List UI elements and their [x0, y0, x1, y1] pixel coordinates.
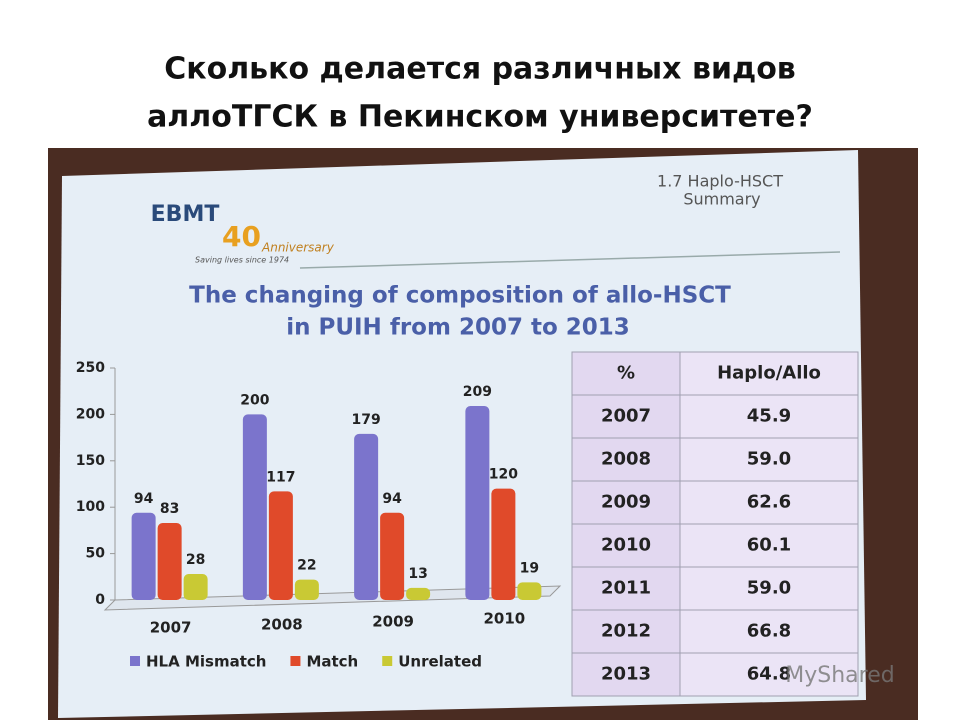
data-label: 117 [266, 469, 295, 485]
table-text: 2011 [601, 578, 651, 599]
x-tick-label: 2007 [150, 619, 192, 637]
data-label: 13 [408, 566, 427, 582]
table-text: 60.1 [747, 535, 791, 556]
bar [406, 587, 431, 600]
data-label: 22 [297, 558, 316, 574]
chart-title: in PUIH from 2007 to 2013 [286, 315, 630, 341]
bar [380, 512, 405, 600]
table-text: 59.0 [747, 449, 791, 470]
table-cell [571, 652, 681, 697]
legend-label: HLA Mismatch [146, 653, 266, 671]
table-cell [679, 523, 859, 568]
tagline: Saving lives since 1974 [195, 256, 289, 265]
table-cell [679, 652, 859, 697]
table-cell [571, 609, 681, 654]
data-label: 200 [240, 392, 269, 408]
table-text: 64.8 [747, 664, 791, 685]
bar [268, 491, 293, 600]
table-cell [679, 566, 859, 611]
chart: 0 50 100 150 200 250 2007 94 83 28 2008 200 117 22 200… [76, 360, 562, 671]
x-tick-label: 2008 [261, 616, 303, 634]
title-line: Сколько делается различных видов [164, 52, 796, 87]
watermark: MyShared [785, 663, 894, 688]
table: % Haplo/Allo 2007 45.9 2008 59.0 2009 62.6 2010 6… [571, 351, 859, 697]
bar [157, 522, 182, 600]
data-label: 120 [489, 467, 518, 483]
legend-label: Unrelated [398, 653, 482, 671]
y-tick-label: 200 [76, 406, 105, 422]
y-tick-label: 250 [76, 360, 105, 376]
x-tick-label: 2009 [372, 613, 414, 631]
table-text: 45.9 [747, 406, 791, 427]
table-text: 2009 [601, 492, 651, 513]
legend-swatch [290, 656, 301, 666]
bar [242, 414, 267, 600]
data-label: 209 [463, 384, 492, 400]
table-text: 2007 [601, 406, 651, 427]
table-cell [679, 394, 859, 439]
table-text: 62.6 [747, 492, 791, 513]
bar [491, 488, 516, 600]
bar [465, 406, 490, 600]
table-text: 2008 [601, 449, 651, 470]
data-label: 83 [160, 501, 179, 517]
table-text: 2013 [601, 664, 651, 685]
divider [299, 251, 841, 269]
legend-swatch [130, 656, 140, 666]
table-cell [679, 480, 859, 525]
table-cell [571, 351, 681, 396]
table-cell [571, 480, 681, 525]
data-label: 94 [134, 491, 154, 507]
y-tick-label: 100 [76, 499, 105, 515]
table-text: 66.8 [747, 621, 791, 642]
table-text: 59.0 [747, 578, 791, 599]
data-label: 94 [382, 491, 402, 507]
table-cell [679, 437, 859, 482]
title-line: аллоТГСК в Пекинском университете? [147, 100, 813, 135]
table-cell [571, 523, 681, 568]
table-cell [679, 609, 859, 654]
data-label: 179 [352, 412, 381, 428]
legend-swatch [382, 656, 393, 666]
legend-label: Match [306, 653, 358, 671]
bar [131, 512, 156, 600]
table-cell [571, 566, 681, 611]
header-bg [0, 0, 960, 148]
section: 1.7 Haplo-HSCT [657, 172, 783, 191]
anniversary: Anniversary [261, 241, 335, 255]
y-tick-label: 50 [86, 546, 106, 562]
table-header: Haplo/Allo [717, 363, 821, 384]
bar [183, 574, 208, 600]
data-label: 19 [520, 560, 539, 576]
bar [294, 579, 319, 600]
y-tick-label: 0 [95, 592, 105, 608]
data-label: 28 [186, 552, 205, 568]
logo: EBMT [151, 202, 220, 227]
section: Summary [683, 190, 760, 209]
table-header: % [617, 363, 635, 384]
bar [517, 582, 542, 600]
bar [354, 433, 379, 600]
anniversary-number: 40 [222, 220, 261, 253]
table-text: 2010 [601, 535, 651, 556]
y-tick-label: 150 [76, 453, 105, 469]
x-tick-label: 2010 [484, 610, 526, 628]
chart-title: The changing of composition of allo-HSCT [189, 283, 731, 309]
table-text: 2012 [601, 621, 651, 642]
